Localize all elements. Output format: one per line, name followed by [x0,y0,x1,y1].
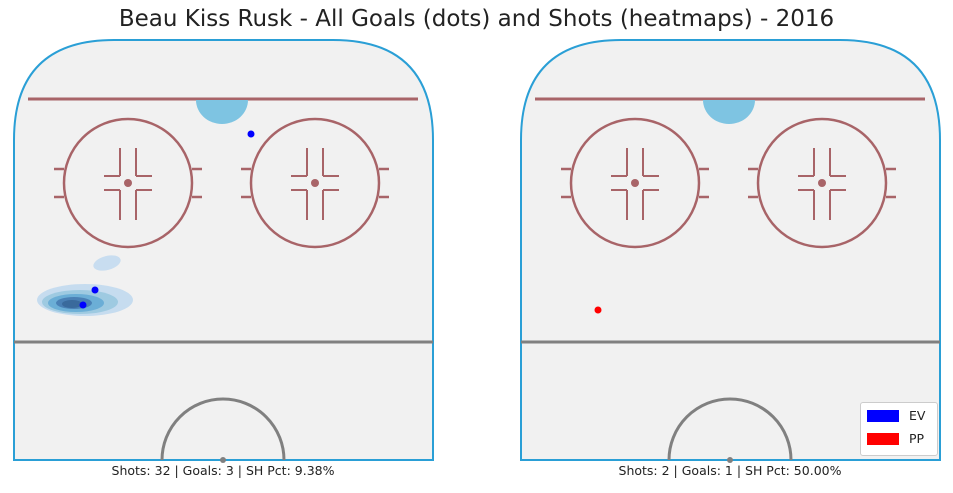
right-rink [520,39,941,463]
left-faceoff-circle-2 [241,117,389,249]
right-faceoff-dot-1 [631,179,639,187]
left-center-dot [220,457,226,463]
right-faceoff-circle-1 [561,117,709,249]
left-goal-dot-2 [91,286,99,294]
left-center-circle [160,397,286,461]
left-faceoff-circle-1 [54,117,202,249]
left-goal-dot-1 [247,130,255,138]
right-center-circle [667,397,793,461]
left-goal-dot-3 [79,301,87,309]
right-goal-crease [703,100,755,124]
legend-label-pp: PP [909,431,925,446]
right-faceoff-dot-2 [818,179,826,187]
left-rink-boards [13,39,434,461]
right-rink-boards [520,39,941,461]
right-center-dot [727,457,733,463]
legend-swatch-pp [867,433,899,445]
chart-title: Beau Kiss Rusk - All Goals (dots) and Sh… [118,6,835,32]
left-goal-crease [196,100,248,124]
left-faceoff-dot-2 [311,179,319,187]
right-panel-caption: Shots: 2 | Goals: 1 | SH Pct: 50.00% [618,463,842,478]
legend-swatch-ev [867,410,899,422]
right-goal-dot-1 [594,306,602,314]
left-panel-caption: Shots: 32 | Goals: 3 | SH Pct: 9.38% [111,463,335,478]
left-faceoff-dot-1 [124,179,132,187]
right-faceoff-circle-2 [748,117,896,249]
legend-label-ev: EV [909,408,926,423]
goal-dots [79,130,602,314]
left-rink [13,39,434,463]
legend: EV PP [860,402,938,456]
